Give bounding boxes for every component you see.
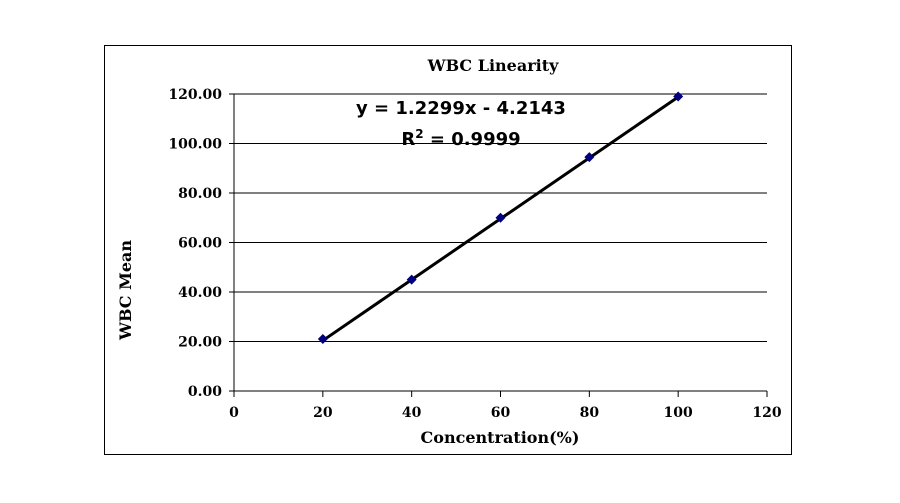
data-point-marker xyxy=(406,274,417,285)
r-squared-annotation: R2 = 0.9999 xyxy=(401,127,520,150)
chart-frame xyxy=(104,45,792,455)
data-points xyxy=(317,91,684,345)
x-tick-label: 40 xyxy=(402,405,422,421)
x-tick-label: 120 xyxy=(752,405,781,421)
axes xyxy=(229,93,768,397)
r-squared-label: R xyxy=(401,129,415,150)
tick-labels: 0.00 20.00 40.00 60.00 80.00 100.00 120.00 0 20 4… xyxy=(168,87,781,421)
data-point-marker xyxy=(317,334,328,345)
r-squared-exponent: 2 xyxy=(415,127,423,141)
y-tick-label: 20.00 xyxy=(178,335,222,351)
r-squared-value: = 0.9999 xyxy=(424,129,521,150)
y-tick-label: 0.00 xyxy=(188,384,222,400)
data-point-marker xyxy=(673,91,684,102)
x-tick-label: 60 xyxy=(491,405,511,421)
y-tick-label: 80.00 xyxy=(178,186,222,202)
x-tick-label: 100 xyxy=(664,405,693,421)
y-tick-label: 100.00 xyxy=(168,137,222,153)
x-tick-label: 80 xyxy=(580,405,600,421)
x-tick-label: 0 xyxy=(229,405,239,421)
chart-title: WBC Linearity xyxy=(427,56,560,75)
data-point-marker xyxy=(584,152,595,163)
data-point-marker xyxy=(495,212,506,223)
x-axis-label: Concentration(%) xyxy=(421,428,580,447)
y-tick-label: 60.00 xyxy=(178,236,222,252)
y-tick-label: 40.00 xyxy=(178,285,222,301)
x-tick-label: 20 xyxy=(313,405,333,421)
y-tick-label: 120.00 xyxy=(168,87,222,103)
equation-annotation: y = 1.2299x - 4.2143 xyxy=(356,98,566,119)
y-axis-label: WBC Mean xyxy=(116,240,135,341)
